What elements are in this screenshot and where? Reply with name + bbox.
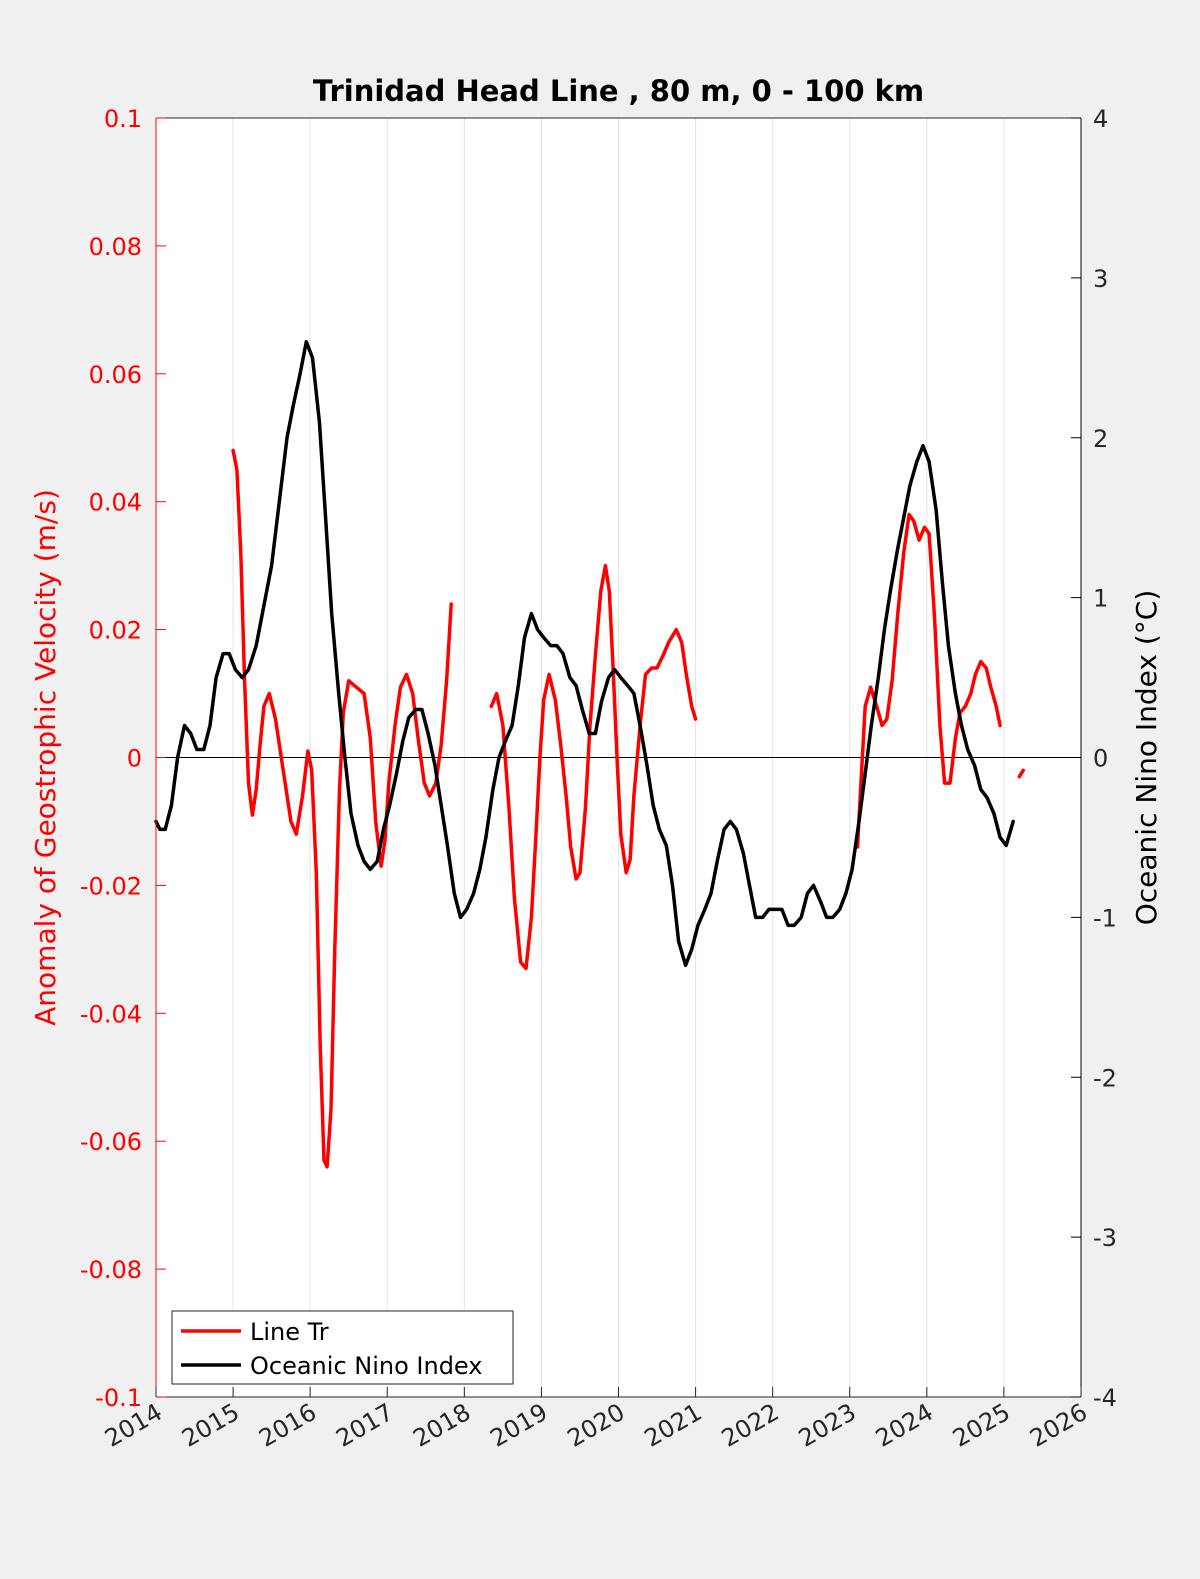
x-tick-label: 2016 <box>254 1398 321 1453</box>
x-tick-label: 2023 <box>794 1398 861 1453</box>
right-y-tick-label: 3 <box>1093 265 1108 293</box>
right-y-tick-label: -1 <box>1093 904 1117 932</box>
legend-label: Oceanic Nino Index <box>250 1352 482 1380</box>
right-y-tick-label: -4 <box>1093 1384 1117 1412</box>
line-tr-series <box>1017 768 1025 779</box>
right-y-tick-label: -2 <box>1093 1064 1117 1092</box>
legend-label: Line Tr <box>250 1318 329 1346</box>
left-y-axis-label: Anomaly of Geostrophic Velocity (m/s) <box>29 489 62 1026</box>
right-y-tick-label: 0 <box>1093 745 1108 773</box>
x-tick-label: 2020 <box>563 1398 630 1453</box>
x-tick-label: 2024 <box>871 1398 938 1453</box>
left-y-tick-label: 0 <box>127 745 142 773</box>
left-y-tick-label: -0.08 <box>80 1256 142 1284</box>
left-y-tick-label: -0.02 <box>80 872 142 900</box>
line-tr-series <box>855 512 1002 849</box>
x-tick-label: 2018 <box>408 1398 475 1453</box>
right-y-tick-label: -3 <box>1093 1224 1117 1252</box>
left-y-tick-label: -0.06 <box>80 1128 142 1156</box>
oni-series <box>154 340 1015 968</box>
legend: Line Tr Oceanic Nino Index <box>171 1310 514 1385</box>
chart-title: Trinidad Head Line , 80 m, 0 - 100 km <box>313 74 924 108</box>
left-y-tick-label: -0.1 <box>95 1384 142 1412</box>
left-y-tick-label: 0.06 <box>89 361 142 389</box>
x-tick-label: 2015 <box>177 1398 244 1453</box>
x-tick-label: 2019 <box>486 1398 553 1453</box>
x-tick-label: 2021 <box>640 1398 707 1453</box>
x-tick-label: 2022 <box>717 1398 784 1453</box>
x-tick-label: 2026 <box>1025 1398 1092 1453</box>
left-y-tick-label: 0.1 <box>104 105 142 133</box>
legend-box <box>171 1310 514 1385</box>
left-y-tick-label: 0.04 <box>89 489 142 517</box>
right-y-axis-label: Oceanic Nino Index (°C) <box>1130 590 1163 926</box>
right-y-tick-label: 4 <box>1093 105 1108 133</box>
left-y-tick-label: 0.02 <box>89 617 142 645</box>
line-tr-series <box>231 448 453 1169</box>
left-y-tick-label: -0.04 <box>80 1000 142 1028</box>
left-y-tick-label: 0.08 <box>89 233 142 261</box>
right-y-tick-label: 1 <box>1093 585 1108 613</box>
x-tick-label: 2017 <box>331 1398 398 1453</box>
x-tick-label: 2025 <box>948 1398 1015 1453</box>
line-tr-series <box>489 563 698 971</box>
right-y-tick-label: 2 <box>1093 425 1108 453</box>
